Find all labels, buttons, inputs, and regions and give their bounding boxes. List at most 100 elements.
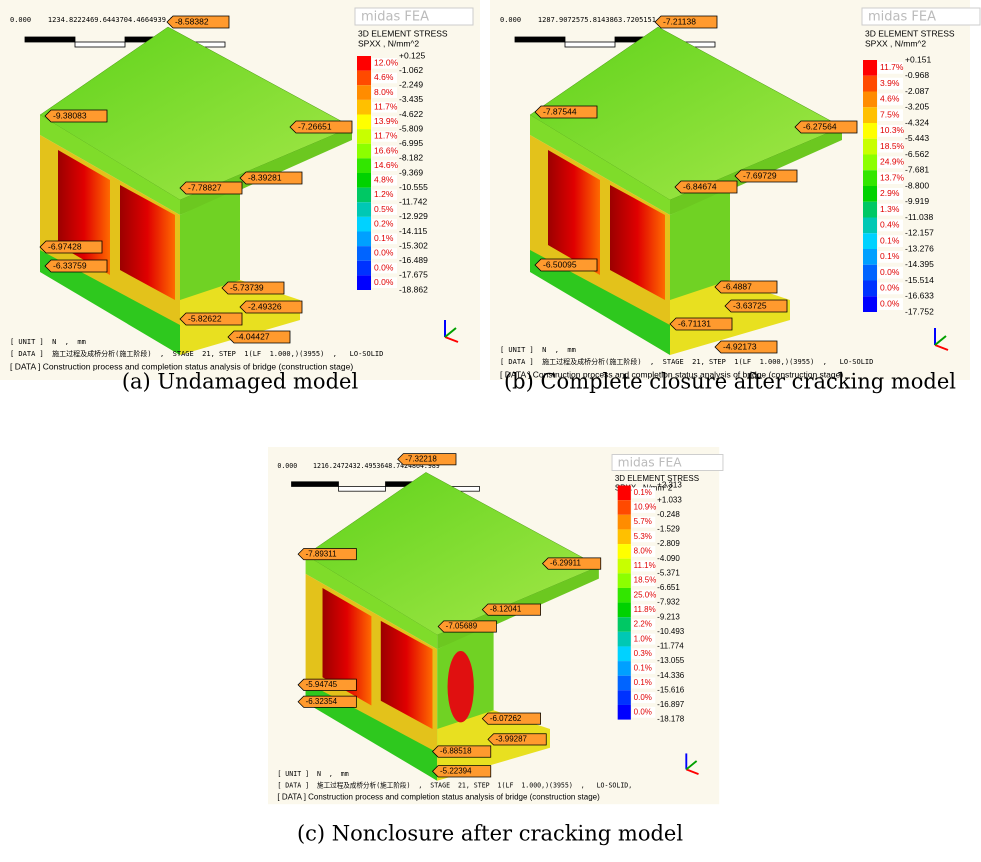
legend-level: -11.038 bbox=[905, 212, 933, 222]
caption: (c) Nonclosure after cracking model bbox=[297, 822, 683, 846]
callout-value: -6.07262 bbox=[490, 714, 522, 723]
legend-percent: 3.9% bbox=[880, 78, 900, 88]
legend-swatch bbox=[618, 559, 631, 574]
callout-value: -5.73739 bbox=[230, 282, 264, 292]
scale-bar-segment bbox=[25, 37, 75, 42]
callout-value: -7.26651 bbox=[298, 121, 332, 131]
legend-level: -10.555 bbox=[399, 182, 428, 192]
callout-value: -2.49326 bbox=[248, 301, 282, 311]
legend-percent: 0.0% bbox=[374, 262, 394, 272]
legend-percent: 18.5% bbox=[634, 576, 657, 585]
legend-level: -8.182 bbox=[399, 153, 423, 163]
legend-swatch bbox=[618, 646, 631, 661]
unit-line: [ UNIT ] N , mm bbox=[10, 338, 86, 346]
legend-percent: 4.6% bbox=[880, 94, 900, 104]
screenshot-panel: 0.000 1287.9072575.8143863.7205151.627mi… bbox=[490, 0, 980, 380]
legend-percent: 0.0% bbox=[374, 277, 394, 287]
callout-value: -7.32218 bbox=[405, 454, 437, 463]
callout-value: -3.99287 bbox=[495, 734, 527, 743]
callout-value: -7.69729 bbox=[743, 170, 777, 180]
legend-swatch bbox=[863, 170, 877, 186]
legend-level: -1.529 bbox=[657, 525, 680, 534]
callout-value: -9.38083 bbox=[53, 110, 87, 120]
callout-value: -7.21138 bbox=[663, 16, 696, 26]
legend-level: -18.862 bbox=[399, 284, 428, 294]
legend-percent: 0.0% bbox=[880, 267, 900, 277]
scale-bar-segment bbox=[292, 482, 339, 487]
legend-level: -9.369 bbox=[399, 167, 423, 177]
legend-swatch bbox=[357, 100, 371, 115]
legend-title: 3D ELEMENT STRESS bbox=[358, 28, 448, 38]
legend-swatch bbox=[863, 139, 877, 155]
callout-value: -4.04427 bbox=[236, 331, 270, 341]
legend-level: +0.125 bbox=[399, 50, 426, 60]
legend-percent: 8.0% bbox=[634, 546, 652, 555]
callout-value: -6.4887 bbox=[723, 281, 752, 291]
callout-value: -6.88518 bbox=[440, 747, 472, 756]
legend-percent: 7.5% bbox=[880, 109, 900, 119]
callout-value: -6.71131 bbox=[678, 318, 711, 328]
callout-value: -6.97428 bbox=[48, 241, 82, 251]
callout-value: -4.92173 bbox=[723, 341, 757, 351]
scale-text: 0.000 1234.8222469.6443704.4664939.289 bbox=[10, 16, 183, 24]
data-line: [ DATA ] 施工过程及成桥分析(施工阶段) , STAGE 21, STE… bbox=[277, 780, 632, 789]
callout-value: -5.22394 bbox=[440, 766, 472, 775]
legend-swatch bbox=[357, 188, 371, 203]
legend-percent: 10.3% bbox=[880, 125, 905, 135]
legend-swatch bbox=[618, 486, 631, 501]
callout-value: -7.87544 bbox=[543, 106, 577, 116]
legend-level: -15.302 bbox=[399, 240, 428, 250]
legend-level: -0.968 bbox=[905, 70, 929, 80]
crack-zone bbox=[448, 651, 474, 722]
legend-swatch bbox=[618, 588, 631, 603]
callout-value: -6.84674 bbox=[683, 181, 717, 191]
logo: midas FEA bbox=[618, 455, 683, 469]
legend-unit: SPXX , N/mm^2 bbox=[865, 38, 926, 48]
legend-level: -10.493 bbox=[657, 627, 685, 636]
legend-level: -4.622 bbox=[399, 109, 423, 119]
legend-percent: 4.6% bbox=[374, 72, 394, 82]
legend-swatch bbox=[863, 76, 877, 92]
legend-level: -17.675 bbox=[399, 270, 428, 280]
legend-swatch bbox=[357, 261, 371, 276]
legend-swatch bbox=[357, 115, 371, 130]
legend-level: -7.681 bbox=[905, 165, 929, 175]
legend-swatch bbox=[863, 107, 877, 123]
scale-text: 0.000 1287.9072575.8143863.7205151.627 bbox=[500, 16, 673, 24]
legend-percent: 2.2% bbox=[634, 620, 652, 629]
legend-percent: 0.2% bbox=[374, 218, 394, 228]
legend-percent: 25.0% bbox=[634, 590, 657, 599]
legend-percent: 10.9% bbox=[634, 503, 657, 512]
legend-level: -2.087 bbox=[905, 86, 929, 96]
legend-percent: 0.1% bbox=[880, 235, 900, 245]
legend-percent: 0.0% bbox=[880, 283, 900, 293]
legend-level: +2.313 bbox=[657, 481, 682, 490]
legend-swatch bbox=[357, 246, 371, 261]
legend-percent: 0.0% bbox=[634, 693, 652, 702]
legend-percent: 11.8% bbox=[634, 605, 656, 614]
legend-percent: 11.7% bbox=[374, 131, 398, 141]
legend-swatch bbox=[863, 186, 877, 202]
legend-percent: 1.2% bbox=[374, 189, 394, 199]
legend-swatch bbox=[618, 632, 631, 647]
callout-value: -8.39281 bbox=[248, 172, 282, 182]
legend-percent: 0.5% bbox=[374, 204, 394, 214]
caption: (a) Undamaged model bbox=[122, 370, 359, 394]
legend-level: -2.809 bbox=[657, 539, 680, 548]
legend-swatch bbox=[357, 275, 371, 290]
legend-percent: 14.6% bbox=[374, 160, 399, 170]
callout-value: -8.12041 bbox=[490, 605, 522, 614]
legend-swatch bbox=[618, 515, 631, 530]
legend-percent: 0.0% bbox=[880, 298, 900, 308]
legend-percent: 0.1% bbox=[880, 251, 900, 261]
legend-level: +1.033 bbox=[657, 495, 682, 504]
callout-value: -7.78827 bbox=[188, 182, 222, 192]
legend-swatch bbox=[863, 218, 877, 234]
data-line-en: [ DATA ] Construction process and comple… bbox=[277, 793, 600, 802]
callout-value: -6.27564 bbox=[803, 121, 837, 131]
legend-percent: 0.3% bbox=[634, 649, 652, 658]
legend-percent: 11.7% bbox=[880, 62, 904, 72]
legend-level: -13.276 bbox=[905, 243, 934, 253]
callout-value: -6.50095 bbox=[543, 259, 577, 269]
screenshot-panel: 0.000 1216.2472432.4953648.7424864.989mi… bbox=[268, 447, 723, 804]
